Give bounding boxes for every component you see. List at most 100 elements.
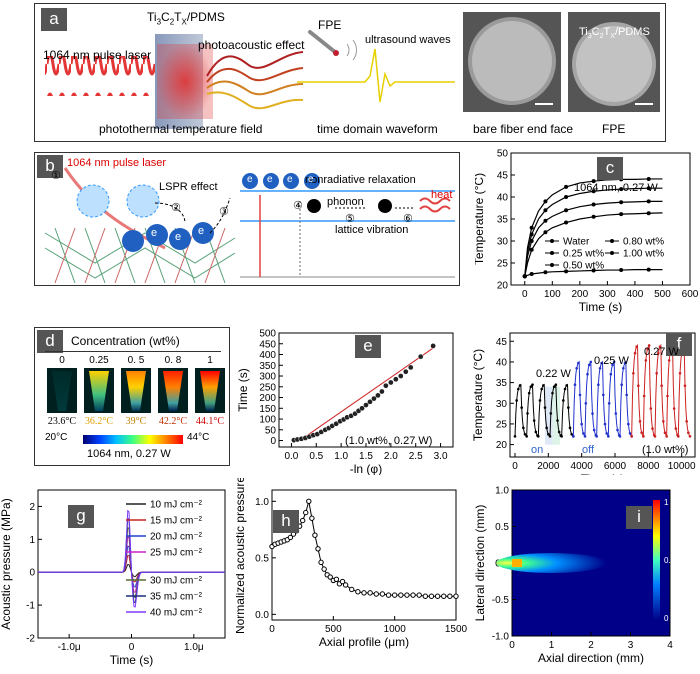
f-on-label: on	[531, 444, 544, 456]
series-point	[646, 211, 651, 216]
series-point	[564, 220, 569, 225]
series-point	[632, 371, 635, 375]
laser-beam	[45, 56, 155, 96]
series-point	[685, 420, 688, 423]
series-point	[667, 359, 671, 362]
d-scale-max: 44°C	[187, 432, 210, 443]
series-point	[619, 187, 624, 192]
series-point	[623, 361, 627, 365]
d-thermal-cone	[163, 371, 183, 411]
data-point	[428, 593, 435, 599]
b-electron-2: e	[175, 231, 182, 243]
x-tick-label: 1	[549, 640, 555, 651]
x-axis-label: Time (s)	[581, 472, 625, 475]
y-tick-label: 450	[259, 339, 276, 350]
d-thermal-cone	[89, 371, 109, 411]
series-point	[589, 360, 593, 364]
series-point	[515, 399, 518, 402]
y-tick-label: -1.0	[492, 632, 510, 643]
series-point	[619, 200, 624, 205]
series-point	[537, 435, 540, 438]
series-point	[655, 371, 658, 375]
y-tick-label: 0.0	[255, 610, 269, 621]
y-tick-label: 500	[259, 329, 276, 340]
series-point	[580, 422, 583, 426]
x-tick-label: 1.5	[359, 451, 373, 462]
series-point	[591, 412, 594, 415]
x-axis-label: -ln (φ)	[350, 462, 382, 475]
data-point	[441, 593, 447, 599]
series-point	[646, 267, 651, 272]
data-point	[321, 566, 327, 572]
plot-frame	[509, 332, 696, 458]
series-point	[570, 432, 573, 436]
y-axis-label: Temperature (°C)	[475, 173, 486, 265]
d-thermal-image	[47, 368, 77, 413]
b-laser-label: 1064 nm pulse laser	[67, 157, 167, 169]
x-tick-label: -1.0μ	[58, 642, 81, 653]
waveform	[297, 48, 455, 103]
series-point	[564, 184, 569, 189]
series-point	[642, 435, 645, 438]
wave-2	[206, 67, 304, 83]
data-point	[453, 593, 459, 599]
d-concentration-label: 0. 8	[164, 355, 182, 366]
panel-c-badge: c	[597, 157, 623, 180]
colorbar-label: 0.5	[664, 556, 676, 565]
y-axis-label: Temperature (°C)	[471, 349, 485, 441]
data-point	[383, 382, 389, 389]
series-point	[542, 384, 545, 387]
fit-line	[301, 347, 434, 440]
data-point	[391, 592, 398, 598]
y-tick-label: 200	[259, 393, 276, 404]
d-temperature-label: 39°C	[125, 416, 147, 427]
series-line	[524, 178, 663, 277]
series-point	[607, 435, 610, 438]
series-point	[663, 431, 667, 435]
f-label-022: 0.22 W	[536, 368, 571, 380]
panel-b-badge: b	[37, 155, 63, 178]
x-tick-label: 8000	[637, 461, 660, 472]
y-tick-label: 30	[496, 399, 508, 410]
data-point	[327, 574, 333, 580]
data-point	[375, 392, 381, 399]
d-thermal-image	[84, 368, 114, 413]
d-concentration-label: 0.25	[89, 355, 109, 366]
series-point	[595, 435, 598, 438]
series-point	[683, 384, 687, 388]
series-point	[547, 432, 550, 436]
panel-b: b 1064 nm pulse laser LSPR effect nonrad…	[34, 152, 460, 286]
b-step-4: ④	[293, 200, 303, 212]
x-tick-label: 0.5	[309, 451, 323, 462]
series-point	[583, 435, 587, 438]
series-point	[665, 435, 668, 438]
data-point	[422, 593, 429, 599]
series-point	[584, 402, 588, 405]
data-point	[404, 592, 410, 598]
d-scale-caption: 1064 nm, 0.27 W	[87, 448, 171, 460]
series-point	[627, 422, 630, 426]
d-thermal-cone	[52, 371, 72, 411]
y-tick-label: 25	[497, 259, 509, 270]
series-point	[543, 230, 548, 235]
x-tick-label: 0	[269, 624, 275, 635]
series-point	[529, 272, 534, 276]
series-line	[271, 501, 456, 597]
series-point	[688, 435, 692, 438]
legend-marker	[610, 251, 614, 255]
b-electron-6: e	[287, 174, 293, 185]
series-point	[525, 435, 528, 438]
data-point	[342, 582, 349, 588]
series-point	[619, 268, 624, 273]
y-tick-label: 20	[497, 281, 509, 292]
data-point	[371, 395, 377, 402]
series-point	[577, 361, 580, 365]
y-axis-label: Time (s)	[236, 368, 250, 412]
c-annotation: 1064 nm, 0.27 W	[574, 182, 658, 194]
b-lspr-label: LSPR effect	[159, 181, 218, 193]
x-axis-label: Time (s)	[110, 653, 154, 667]
d-title-rule	[45, 351, 221, 352]
x-tick-label: 1000	[384, 624, 407, 635]
series-point	[522, 274, 527, 279]
